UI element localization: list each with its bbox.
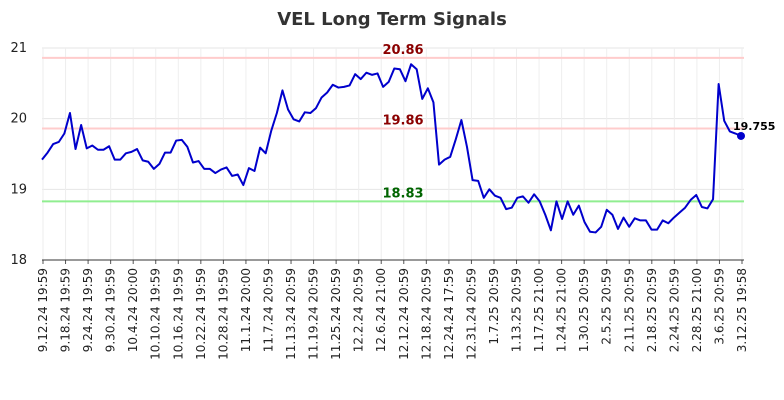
- x-tick-label: 1.7.25 20:59: [487, 268, 501, 345]
- x-tick-label: 9.24.24 19:59: [81, 268, 95, 352]
- x-tick-label: 2.18.25 20:59: [645, 268, 659, 352]
- x-tick-label: 2.11.25 20:59: [622, 268, 636, 352]
- x-tick-label: 11.19.24 20:59: [307, 268, 321, 360]
- horizontal-levels: [42, 56, 744, 203]
- x-tick-label: 10.10.24 19:59: [149, 268, 163, 360]
- level-label: 20.86: [382, 43, 423, 58]
- x-tick-label: 2.28.25 21:00: [690, 268, 704, 352]
- x-tick-label: 10.4.24 20:00: [126, 268, 140, 352]
- level-label: 19.86: [382, 114, 423, 129]
- x-tick-label: 9.12.24 19:59: [36, 268, 50, 352]
- y-tick-label: 20: [10, 112, 27, 127]
- x-tick-label: 10.28.24 19:59: [216, 268, 230, 360]
- axes: 18 19 20 21 9.12.24 19:59 9.18.24 19:59 9.24.2…: [10, 41, 749, 360]
- x-tick-label: 12.12.24 20:59: [397, 268, 411, 360]
- x-tick-label: 2.24.25 20:59: [667, 268, 681, 352]
- x-tick-label: 11.13.24 20:59: [284, 268, 298, 360]
- x-tick-label: 2.5.25 20:59: [600, 268, 614, 345]
- x-tick-label: 10.16.24 19:59: [171, 268, 185, 360]
- grid: [42, 47, 744, 261]
- x-tick-label: 12.2.24 20:59: [352, 268, 366, 352]
- y-tick-label: 19: [10, 182, 27, 197]
- x-tick-label: 1.24.25 21:00: [555, 268, 569, 352]
- chart-title: VEL Long Term Signals: [277, 9, 507, 30]
- x-tick-label: 11.1.24 20:00: [239, 268, 253, 352]
- x-tick-label: 1.13.25 20:59: [510, 268, 524, 352]
- x-tick-label: 12.31.24 20:59: [464, 268, 478, 360]
- level-label: 18.83: [382, 186, 423, 201]
- last-value-label: 19.755: [733, 120, 775, 133]
- x-tick-label: 11.25.24 20:59: [329, 268, 343, 360]
- x-tick-label: 9.30.24 19:59: [104, 268, 118, 352]
- last-point-marker: [737, 131, 745, 140]
- x-tick-label: 11.7.24 20:59: [261, 268, 275, 352]
- x-tick-label: 9.18.24 19:59: [59, 268, 73, 352]
- price-line: [41, 63, 742, 234]
- x-tick-label: 10.22.24 19:59: [194, 268, 208, 360]
- x-tick-label: 3.6.25 20:59: [712, 268, 726, 345]
- x-tick-label: 12.24.24 17:59: [442, 268, 456, 360]
- x-tick-label: 3.12.25 19:58: [735, 268, 749, 352]
- level-labels: 20.86 19.86 18.83 19.755: [382, 43, 775, 201]
- y-tick-label: 21: [10, 41, 27, 56]
- x-tick-label: 1.30.25 20:59: [577, 268, 591, 352]
- x-tick-label: 12.6.24 21:00: [374, 268, 388, 352]
- series: [41, 63, 745, 234]
- x-tick-label: 12.18.24 20:59: [419, 268, 433, 360]
- x-tick-label: 1.17.25 21:00: [532, 268, 546, 352]
- y-tick-label: 18: [10, 253, 27, 268]
